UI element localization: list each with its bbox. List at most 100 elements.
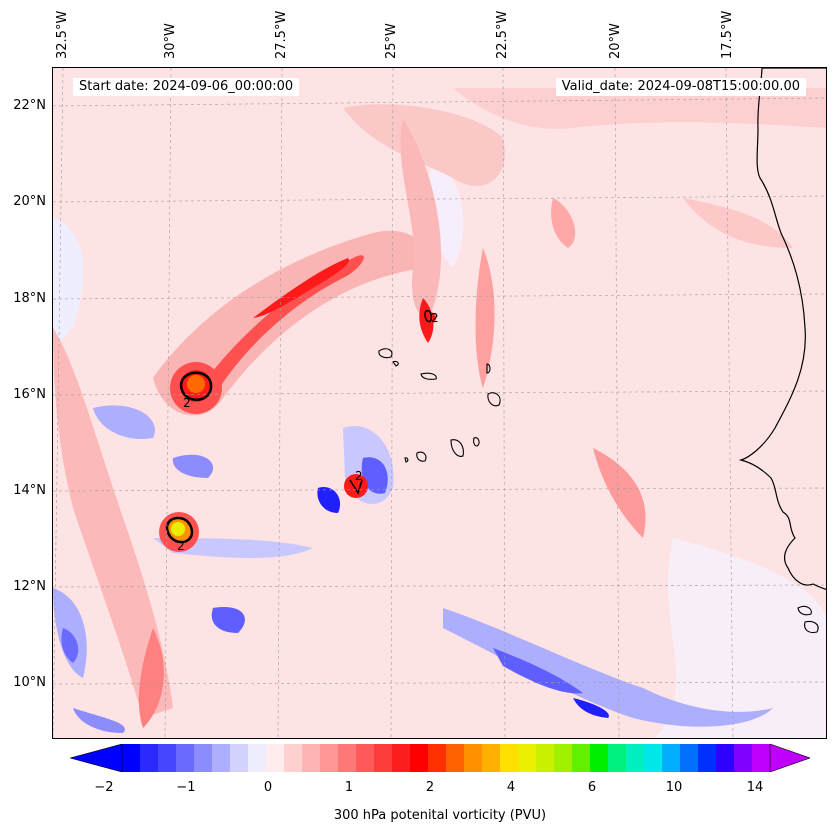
negative-pv <box>443 608 773 727</box>
pv-band <box>453 88 826 129</box>
colorbar-tick: 2 <box>425 780 435 795</box>
colorbar-cell <box>212 744 231 772</box>
lat-label: 20°N <box>13 194 46 209</box>
pv-contour <box>165 516 194 544</box>
colorbar-cell <box>680 744 699 772</box>
colorbar-cell <box>464 744 483 772</box>
pv-band <box>53 328 173 718</box>
meridian <box>277 68 283 738</box>
meridian <box>502 68 506 738</box>
colorbar-tick: 10 <box>665 780 683 795</box>
negative-pv <box>172 454 214 478</box>
island-outline <box>486 363 491 374</box>
island-outline <box>420 372 437 380</box>
africa-coastline <box>738 68 826 590</box>
colorbar-cell <box>320 744 339 772</box>
negative-pv <box>493 648 583 694</box>
lon-label: 25°W <box>384 23 399 59</box>
colorbar-cell <box>302 744 321 772</box>
cape-verde-islands <box>378 348 501 463</box>
colorbar-cell <box>266 744 285 772</box>
contour-label: 2 <box>355 469 363 483</box>
pv-core <box>187 375 205 393</box>
island-outline <box>797 605 812 616</box>
colorbar-cells <box>122 744 771 772</box>
pv-streak <box>253 258 349 318</box>
lat-label: 10°N <box>13 675 46 690</box>
colorbar-cell <box>356 744 375 772</box>
colorbar-cell <box>194 744 213 772</box>
colorbar-cell <box>446 744 465 772</box>
colorbar-cell <box>662 744 681 772</box>
negative-pv <box>211 607 245 633</box>
pv-core <box>171 522 185 536</box>
colorbar-cell <box>338 744 357 772</box>
lon-label: 17.5°W <box>720 10 735 59</box>
near-zero-region <box>53 218 84 348</box>
colorbar-tick: 14 <box>746 780 764 795</box>
pv-band <box>551 198 576 248</box>
pv-field: 2 2 2 2 <box>53 68 826 738</box>
valid-date-label: Valid_date: 2024-09-08T15:00:00.00 <box>555 78 806 96</box>
lat-label: 12°N <box>13 579 46 594</box>
pv-band <box>138 628 164 728</box>
colorbar-cell <box>626 744 645 772</box>
colorbar-cell <box>230 744 249 772</box>
lat-label: 14°N <box>13 483 46 498</box>
pv-band <box>343 104 505 186</box>
colorbar <box>70 744 810 772</box>
colorbar-cell <box>392 744 411 772</box>
contour-label: 2 <box>183 396 191 410</box>
negative-pv <box>73 708 125 733</box>
colorbar-cell <box>482 744 501 772</box>
meridian <box>725 68 734 738</box>
colorbar-cell <box>248 744 267 772</box>
pv-streak <box>193 255 364 398</box>
meridian <box>390 68 394 738</box>
lon-label: 27.5°W <box>274 10 289 59</box>
pv-band <box>475 248 495 388</box>
island-outline <box>416 451 427 462</box>
lat-label: 16°N <box>13 387 46 402</box>
colorbar-cell <box>122 744 141 772</box>
colorbar-cell <box>752 744 771 772</box>
pv-contour <box>349 479 363 495</box>
negative-pv <box>361 457 388 494</box>
colorbar-cell <box>572 744 591 772</box>
colorbar-cell <box>284 744 303 772</box>
colorbar-cell <box>698 744 717 772</box>
colorbar-cell <box>158 744 177 772</box>
lon-label: 20°W <box>608 23 623 59</box>
island-outline <box>804 620 819 634</box>
colorbar-cell <box>554 744 573 772</box>
map-panel: 2 2 2 2 <box>52 67 827 739</box>
colorbar-tick: −2 <box>94 780 114 795</box>
lon-label: 32.5°W <box>55 10 70 59</box>
pv-band <box>593 448 646 538</box>
graticule <box>53 68 826 738</box>
pv-band <box>683 198 793 248</box>
pv-contour <box>424 309 433 323</box>
colorbar-cell <box>608 744 627 772</box>
colorbar-tick: −1 <box>176 780 196 795</box>
island-outline <box>404 457 409 463</box>
island-outline <box>378 348 393 359</box>
island-outline <box>487 392 501 407</box>
contour-label: 2 <box>431 311 439 325</box>
negative-pv <box>93 405 155 439</box>
meridian <box>164 68 172 738</box>
colorbar-tick: 0 <box>263 780 273 795</box>
colorbar-cell <box>410 744 429 772</box>
negative-pv <box>61 628 79 663</box>
colorbar-cell <box>716 744 735 772</box>
lon-label: 30°W <box>163 23 178 59</box>
lon-label: 22.5°W <box>495 10 510 59</box>
colorbar-cell <box>428 744 447 772</box>
negative-pv <box>573 698 609 718</box>
island-outline <box>392 360 399 367</box>
colorbar-cell <box>644 744 663 772</box>
colorbar-cell <box>734 744 753 772</box>
meridian <box>53 68 64 738</box>
colorbar-min-arrow <box>70 744 123 772</box>
island-outline <box>450 439 464 457</box>
